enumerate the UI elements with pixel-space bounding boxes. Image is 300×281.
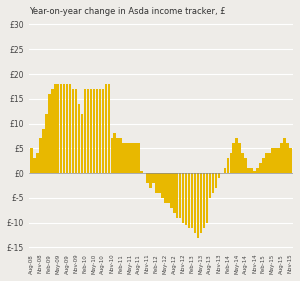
Bar	[60, 84, 62, 173]
Bar	[155, 173, 158, 193]
Bar	[122, 143, 125, 173]
Bar	[218, 173, 220, 178]
Bar	[200, 173, 202, 233]
Bar	[161, 173, 164, 198]
Bar	[289, 148, 292, 173]
Bar	[214, 173, 217, 188]
Bar	[244, 158, 247, 173]
Bar	[84, 89, 86, 173]
Bar	[96, 89, 98, 173]
Bar	[33, 158, 36, 173]
Bar	[81, 114, 83, 173]
Bar	[191, 173, 194, 228]
Bar	[242, 153, 244, 173]
Bar	[268, 153, 271, 173]
Bar	[203, 173, 205, 228]
Bar	[283, 139, 286, 173]
Bar	[110, 139, 113, 173]
Bar	[194, 173, 196, 233]
Bar	[179, 173, 181, 218]
Bar	[72, 89, 74, 173]
Bar	[170, 173, 172, 208]
Bar	[265, 153, 268, 173]
Bar	[107, 84, 110, 173]
Bar	[102, 89, 104, 173]
Bar	[185, 173, 188, 225]
Bar	[274, 148, 277, 173]
Bar	[176, 173, 178, 218]
Bar	[286, 143, 289, 173]
Bar	[146, 173, 149, 183]
Bar	[188, 173, 190, 228]
Bar	[259, 163, 262, 173]
Bar	[119, 139, 122, 173]
Bar	[113, 133, 116, 173]
Bar	[137, 143, 140, 173]
Bar	[152, 173, 155, 183]
Bar	[54, 84, 56, 173]
Bar	[105, 84, 107, 173]
Bar	[158, 173, 160, 193]
Bar	[57, 84, 59, 173]
Bar	[131, 143, 134, 173]
Bar	[262, 158, 265, 173]
Bar	[63, 84, 65, 173]
Bar	[236, 139, 238, 173]
Bar	[280, 143, 283, 173]
Bar	[66, 84, 68, 173]
Bar	[250, 168, 253, 173]
Bar	[116, 139, 119, 173]
Bar	[39, 139, 42, 173]
Bar	[277, 148, 280, 173]
Bar	[206, 173, 208, 223]
Bar	[212, 173, 214, 193]
Bar	[36, 153, 39, 173]
Bar	[248, 168, 250, 173]
Bar	[232, 143, 235, 173]
Bar	[99, 89, 101, 173]
Bar	[182, 173, 184, 223]
Bar	[125, 143, 128, 173]
Bar	[78, 104, 80, 173]
Bar	[128, 143, 131, 173]
Bar	[209, 173, 211, 198]
Bar	[224, 168, 226, 173]
Bar	[149, 173, 152, 188]
Bar	[238, 143, 241, 173]
Bar	[164, 173, 167, 203]
Bar	[30, 148, 33, 173]
Bar	[134, 143, 137, 173]
Bar	[230, 153, 232, 173]
Text: Year-on-year change in Asda income tracker, £: Year-on-year change in Asda income track…	[29, 7, 226, 16]
Bar	[226, 158, 229, 173]
Bar	[93, 89, 95, 173]
Bar	[197, 173, 199, 237]
Bar	[48, 94, 51, 173]
Bar	[90, 89, 92, 173]
Bar	[45, 114, 48, 173]
Bar	[42, 128, 45, 173]
Bar	[167, 173, 170, 203]
Bar	[173, 173, 176, 213]
Bar	[140, 171, 143, 173]
Bar	[253, 171, 256, 173]
Bar	[75, 89, 77, 173]
Bar	[271, 148, 274, 173]
Bar	[256, 168, 259, 173]
Bar	[51, 89, 53, 173]
Bar	[87, 89, 89, 173]
Bar	[69, 84, 71, 173]
